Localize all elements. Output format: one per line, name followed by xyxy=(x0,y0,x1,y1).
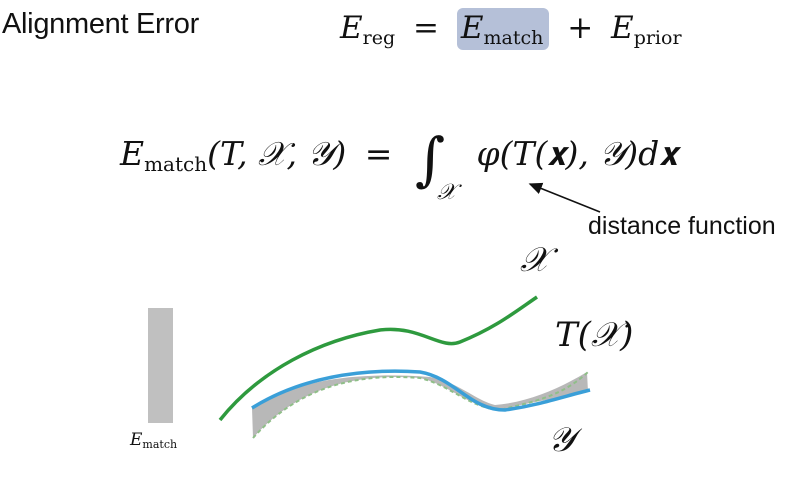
bar-label-subscript: match xyxy=(142,438,178,451)
integral-sign: ∫ xyxy=(414,125,446,193)
tx-curve-label: T(𝒳) xyxy=(555,315,634,355)
y-curve-label: 𝒴 xyxy=(548,420,575,460)
x-curve xyxy=(218,295,538,422)
plus-sign: + xyxy=(567,10,594,46)
distance-function-callout: distance function xyxy=(588,212,776,240)
alignment-gap-region xyxy=(252,372,588,438)
eprior-subscript: prior xyxy=(633,27,682,49)
x-curve-label: 𝒳 xyxy=(520,240,550,280)
tx-curve xyxy=(251,369,591,412)
match-lhs-args: (T, 𝒳, 𝒴) xyxy=(207,134,347,173)
match-lhs-subscript: match xyxy=(144,152,208,176)
y-curve xyxy=(252,371,589,439)
ematch-highlight: Ematch xyxy=(456,8,550,50)
regularization-equation: Ereg = Ematch + Eprior xyxy=(340,8,682,50)
ematch-bar xyxy=(148,308,173,423)
integral-domain: 𝒳 xyxy=(437,180,457,205)
eprior-symbol: E xyxy=(611,10,634,46)
ereg-symbol: E xyxy=(340,10,363,46)
ematch-symbol: E xyxy=(460,10,484,46)
match-equals-sign: = xyxy=(364,134,393,173)
match-equation: Ematch(T, 𝒳, 𝒴) = ∫𝒳 φ(T(𝐱), 𝒴)d𝐱 xyxy=(120,125,677,205)
callout-arrow xyxy=(528,182,601,213)
match-lhs-symbol: E xyxy=(120,134,145,173)
bar-label-symbol: E xyxy=(130,430,143,450)
slide-title: Alignment Error xyxy=(2,8,199,40)
integrand: φ(T(𝐱), 𝒴)d𝐱 xyxy=(476,134,678,173)
ereg-subscript: reg xyxy=(362,27,396,49)
ematch-subscript: match xyxy=(483,27,544,49)
ematch-bar-label: Ematch xyxy=(130,430,177,451)
equals-sign: = xyxy=(413,10,439,46)
